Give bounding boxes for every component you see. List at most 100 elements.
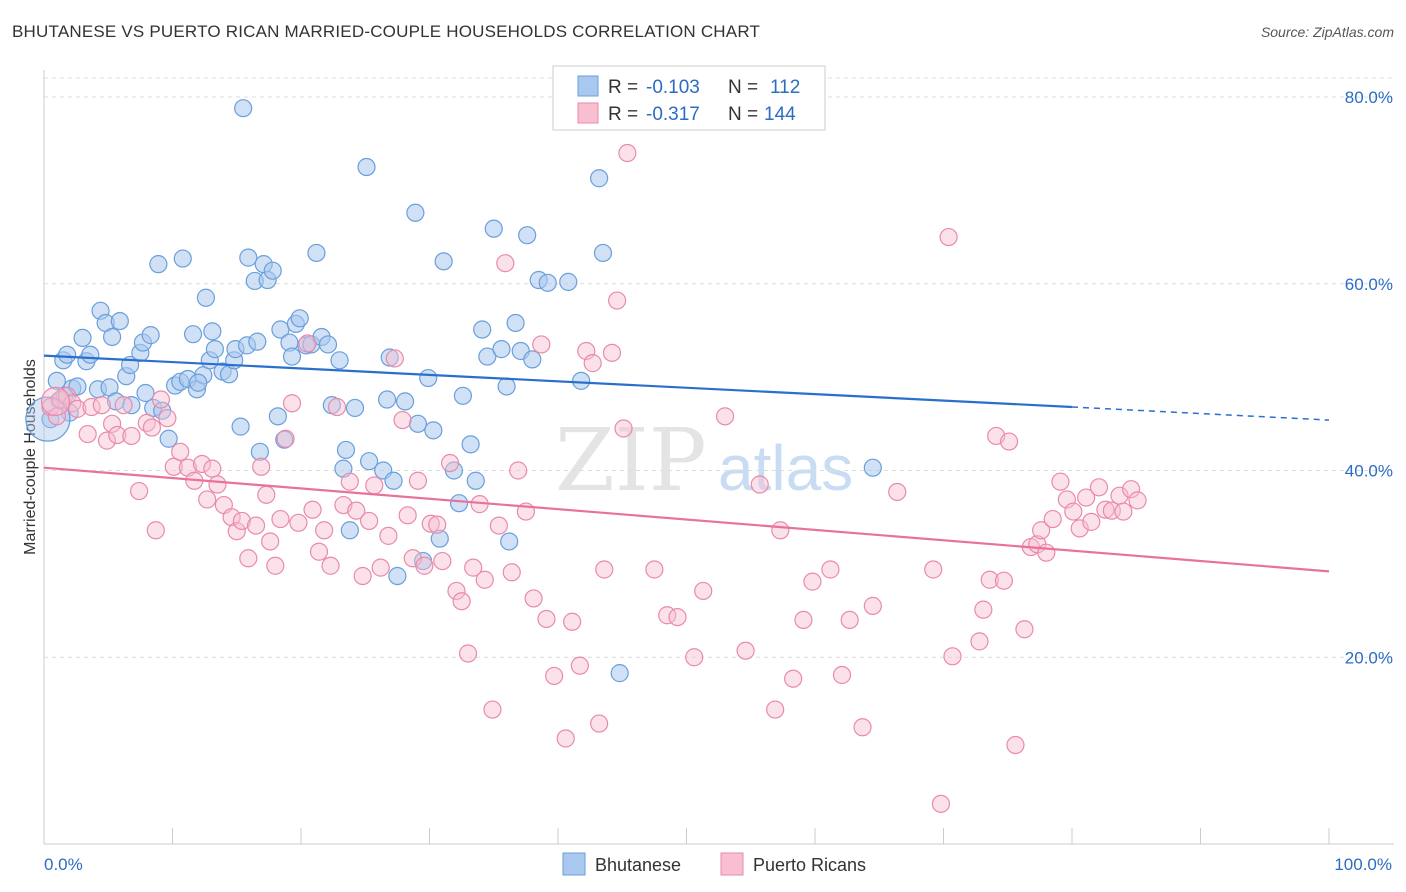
- puerto-rican-point: [832, 665, 852, 685]
- puerto-rican-point: [252, 457, 271, 476]
- bhutanese-point: [234, 99, 253, 118]
- puerto-rican-point: [939, 227, 958, 247]
- y-tick-labels: 20.0% 40.0% 60.0% 80.0%: [1345, 88, 1393, 667]
- puerto-rican-point: [97, 431, 117, 450]
- legend-r-value-2: -0.317: [646, 104, 700, 125]
- source-label: Source: ZipAtlas.com: [1260, 24, 1394, 40]
- puerto-rican-point: [590, 714, 609, 733]
- puerto-rican-point: [924, 560, 943, 579]
- puerto-rican-point: [545, 666, 564, 686]
- bhutanese-point: [408, 414, 428, 433]
- bhutanese-point: [340, 521, 359, 540]
- puerto-rican-point: [1128, 491, 1147, 510]
- puerto-rican-point: [608, 291, 627, 310]
- bhutanese-point: [466, 471, 485, 490]
- puerto-rican-point: [1043, 509, 1062, 529]
- puerto-rican-point: [447, 581, 466, 601]
- puerto-rican-point: [464, 558, 483, 577]
- bhutanese-point: [318, 335, 338, 354]
- puerto-rican-point: [309, 542, 329, 561]
- puerto-rican-point: [974, 600, 993, 619]
- bhutanese-point: [250, 442, 269, 461]
- puerto-rican-point: [78, 424, 97, 444]
- puerto-rican-point: [784, 669, 803, 688]
- puerto-rican-point: [347, 501, 366, 520]
- puerto-rican-point: [415, 556, 434, 575]
- bhutanese-point: [419, 368, 438, 388]
- bhutanese-point: [239, 248, 258, 267]
- puerto-rican-point: [239, 549, 258, 568]
- bhutanese-point: [81, 345, 100, 364]
- legend-r-value-1: -0.103: [646, 77, 700, 98]
- bhutanese-point: [183, 325, 203, 344]
- puerto-rican-point: [340, 472, 359, 491]
- bhutanese-point: [141, 326, 160, 345]
- bhutanese-point: [523, 350, 542, 369]
- legend-r-label-1: R =: [608, 77, 638, 98]
- puerto-rican-point: [602, 343, 622, 362]
- bhutanese-point: [492, 340, 511, 359]
- puerto-rican-point: [999, 432, 1019, 451]
- legend-n-label-1: N =: [728, 77, 758, 98]
- puerto-rican-point: [694, 581, 713, 601]
- puerto-rican-point: [994, 571, 1013, 590]
- puerto-rican-point: [583, 354, 602, 373]
- bhutanese-point: [73, 328, 92, 348]
- bhutanese-point: [380, 348, 399, 367]
- bhutanese-point: [449, 494, 469, 513]
- puerto-rican-point: [385, 349, 404, 368]
- y-tick-label: 20.0%: [1345, 648, 1393, 667]
- puerto-rican-point: [257, 485, 276, 504]
- bhutanese-point: [68, 377, 87, 396]
- puerto-rican-point: [398, 506, 417, 525]
- gridlines: [44, 77, 1394, 658]
- bhutanese-point: [173, 249, 192, 268]
- puerto-rican-point: [570, 656, 589, 675]
- puerto-rican-point: [68, 399, 87, 418]
- bhutanese-point: [205, 340, 225, 359]
- bhutanese-point: [231, 417, 250, 436]
- x-tick-label-max: 100.0%: [1334, 855, 1392, 874]
- bhutanese-point: [572, 371, 591, 390]
- bhutanese-point: [424, 421, 443, 440]
- bhutanese-point: [330, 351, 349, 370]
- puerto-rican-point: [433, 551, 452, 571]
- bhutanese-point: [357, 157, 376, 177]
- trend-lines: [43, 354, 1330, 573]
- puerto-rican-point: [171, 442, 190, 461]
- puerto-rican-point: [122, 426, 141, 446]
- bottom-legend-swatch-puerto-rican: [720, 852, 744, 876]
- puerto-rican-point: [496, 254, 515, 273]
- bhutanese-point: [377, 390, 397, 409]
- bhutanese-point: [430, 529, 449, 548]
- puerto-rican-point: [452, 592, 471, 611]
- legend-n-label-2: N =: [728, 104, 758, 125]
- puerto-rican-point-large: [40, 386, 71, 417]
- puerto-rican-point: [371, 558, 390, 577]
- puerto-rican-point: [393, 410, 412, 430]
- legend-n-value-1: 112: [770, 77, 800, 98]
- puerto-rican-point: [327, 397, 347, 417]
- bhutanese-point: [610, 664, 629, 683]
- bhutanese-point: [406, 203, 425, 222]
- bhutanese-point: [122, 396, 141, 415]
- puerto-rican-point: [458, 644, 478, 663]
- puerto-rican-point: [1096, 500, 1115, 519]
- bhutanese-point: [103, 327, 122, 347]
- puerto-rican-point: [595, 560, 614, 579]
- bhutanese-point: [384, 471, 403, 490]
- bhutanese-point: [559, 272, 578, 291]
- puerto-rican-point: [537, 609, 556, 629]
- puerto-rican-point: [92, 396, 111, 415]
- puerto-rican-point: [766, 700, 785, 719]
- axes: [43, 70, 1394, 845]
- puerto-rican-point: [715, 407, 735, 426]
- puerto-rican-point: [227, 522, 246, 541]
- puerto-rican-point: [246, 516, 266, 535]
- puerto-rican-point: [943, 647, 962, 666]
- puerto-rican-point: [475, 570, 494, 589]
- puerto-rican-point: [282, 394, 302, 413]
- puerto-rican-point: [151, 390, 171, 409]
- puerto-rican-point: [618, 143, 637, 163]
- y-axis-title: Married-couple Households: [22, 359, 39, 555]
